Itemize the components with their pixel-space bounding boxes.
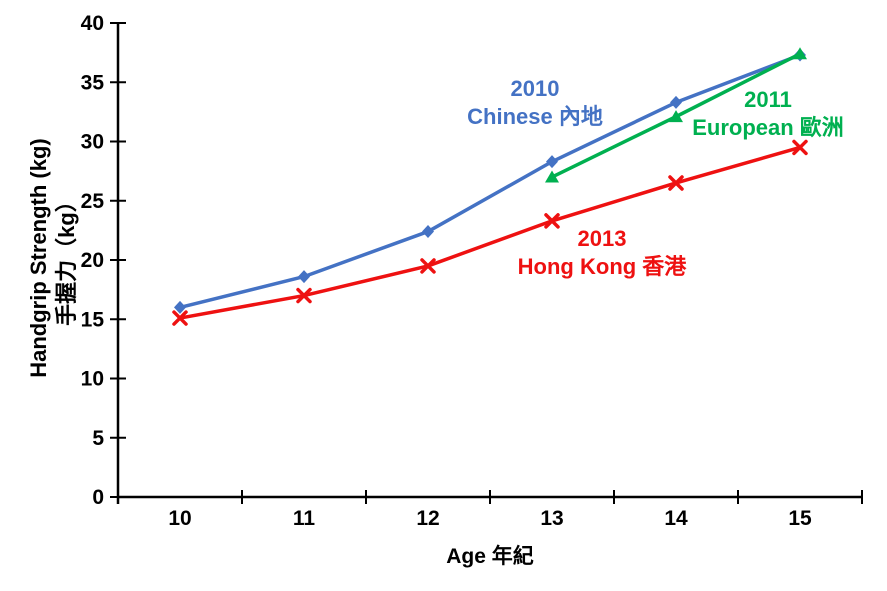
- series-annotation: 2010: [511, 76, 560, 101]
- diamond-marker: [174, 300, 186, 314]
- x-marker: [172, 310, 188, 326]
- y-axis-title: Handgrip Strength (kg) 手握力（kg）: [25, 48, 83, 468]
- x-tick-label: 11: [293, 507, 316, 530]
- y-tick-label: 15: [81, 308, 105, 331]
- series-annotation: European 歐洲: [692, 115, 844, 140]
- series-annotation: 2013: [578, 226, 627, 251]
- diamond-marker: [670, 95, 682, 109]
- triangle-marker: [793, 47, 807, 60]
- y-tick-label: 40: [81, 12, 104, 35]
- triangle-marker: [545, 170, 559, 183]
- x-tick-label: 15: [788, 507, 812, 530]
- x-axis-title: Age 年紀: [446, 545, 534, 568]
- y-tick-label: 30: [81, 131, 104, 154]
- x-marker: [296, 287, 312, 304]
- y-tick-label: 35: [81, 71, 105, 94]
- x-tick-label: 10: [168, 507, 191, 530]
- x-tick-label: 14: [664, 507, 688, 530]
- y-axis-title-zh: 手握力（kg）: [54, 190, 79, 326]
- diamond-marker: [546, 155, 558, 169]
- triangle-marker: [669, 110, 683, 123]
- series-annotation: Hong Kong 香港: [518, 254, 688, 279]
- diamond-marker: [298, 270, 310, 284]
- series-line: [178, 145, 802, 320]
- x-marker: [420, 258, 436, 274]
- y-tick-label: 5: [92, 427, 104, 450]
- x-marker: [668, 175, 684, 191]
- x-tick-label: 12: [416, 507, 439, 530]
- series-annotation: Chinese 內地: [467, 104, 603, 129]
- y-tick-label: 10: [81, 368, 104, 391]
- x-marker: [544, 213, 560, 229]
- y-tick-label: 25: [81, 190, 105, 213]
- y-tick-label: 20: [81, 249, 104, 272]
- y-axis-title-en: Handgrip Strength (kg): [26, 138, 51, 378]
- diamond-marker: [422, 225, 434, 239]
- y-tick-label: 0: [92, 486, 104, 509]
- series-line: [178, 53, 802, 310]
- series-annotation: 2011: [744, 87, 792, 112]
- x-marker: [792, 139, 808, 156]
- x-tick-label: 13: [540, 507, 563, 530]
